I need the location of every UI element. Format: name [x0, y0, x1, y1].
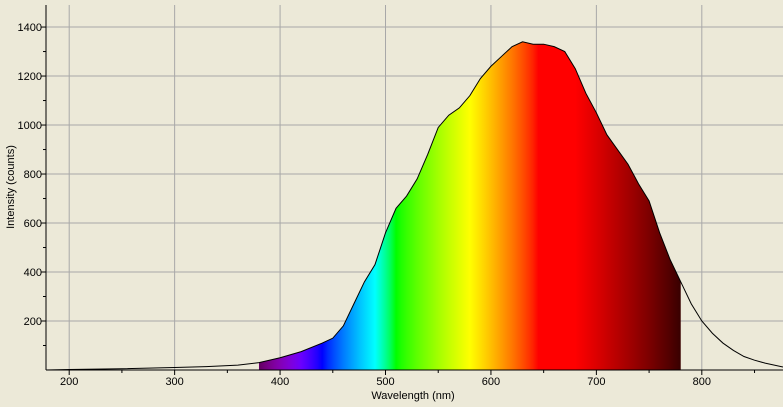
y-tick-label: 800 [24, 169, 42, 181]
x-tick-label: 700 [587, 376, 605, 388]
y-axis-ticks: 200 400 600 800 1000 1200 1400 [18, 22, 46, 347]
y-axis-label: Intensity (counts) [5, 145, 17, 229]
x-axis-label: Wavelength (nm) [371, 390, 454, 402]
y-tick-label: 200 [24, 316, 42, 328]
x-tick-label: 300 [165, 376, 183, 388]
y-tick-label: 1200 [18, 71, 42, 83]
spectrum-area [258, 41, 681, 370]
axes [45, 5, 783, 371]
x-tick-label: 400 [271, 376, 289, 388]
y-tick-label: 600 [24, 218, 42, 230]
y-tick-label: 1400 [18, 22, 42, 34]
y-tick-label: 400 [24, 267, 42, 279]
x-tick-label: 800 [693, 376, 711, 388]
spectrum-line [45, 41, 783, 371]
spectrum-fill [258, 41, 681, 370]
x-tick-label: 600 [482, 376, 500, 388]
y-tick-label: 1000 [18, 120, 42, 132]
x-tick-label: 500 [376, 376, 394, 388]
spectrum-line-layer [45, 41, 783, 371]
x-tick-label: 200 [60, 376, 78, 388]
x-axis-ticks: 200 300 400 500 600 700 800 [60, 370, 756, 388]
